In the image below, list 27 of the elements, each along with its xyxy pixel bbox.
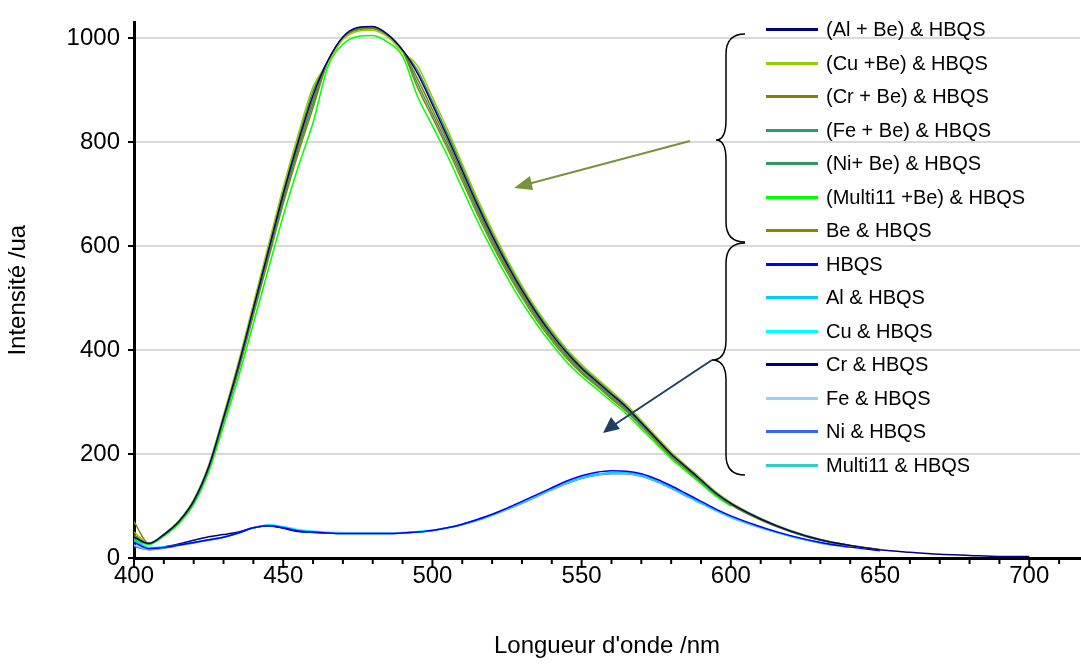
y-tick-label: 800 bbox=[79, 126, 120, 154]
y-axis-title: Intensité /ua bbox=[3, 224, 31, 356]
legend-label: (Multi11 +Be) & HBQS bbox=[826, 184, 1026, 210]
legend-label: (Fe + Be) & HBQS bbox=[826, 117, 992, 143]
legend-label: (Cu +Be) & HBQS bbox=[826, 50, 988, 76]
x-axis-title: Longueur d'onde /nm bbox=[493, 631, 721, 659]
x-tick-label: 700 bbox=[1009, 561, 1050, 589]
legend-label: Cr & HBQS bbox=[826, 352, 929, 377]
legend-label: (Cr + Be) & HBQS bbox=[826, 84, 989, 109]
legend-label: Ni & HBQS bbox=[826, 419, 927, 444]
legend-label: (Al + Be) & HBQS bbox=[826, 17, 986, 42]
x-tick-label: 450 bbox=[263, 561, 304, 589]
x-tick-label: 600 bbox=[710, 561, 751, 589]
x-tick-label: 550 bbox=[561, 561, 602, 589]
x-tick-label: 500 bbox=[412, 561, 453, 589]
x-tick-label: 650 bbox=[860, 561, 901, 589]
legend-label: Multi11 & HBQS bbox=[826, 452, 971, 478]
legend-label: Be & HBQS bbox=[826, 218, 932, 243]
legend-label: Cu & HBQS bbox=[826, 318, 933, 344]
y-tick-label: 200 bbox=[79, 438, 120, 466]
y-tick-label: 600 bbox=[79, 230, 120, 258]
legend-label: Fe & HBQS bbox=[826, 385, 931, 411]
legend-label: (Ni+ Be) & HBQS bbox=[826, 151, 982, 176]
legend-label: HBQS bbox=[826, 251, 883, 277]
y-tick-label: 400 bbox=[79, 334, 120, 362]
legend-label: Al & HBQS bbox=[826, 285, 925, 310]
y-tick-label: 1000 bbox=[66, 22, 120, 50]
